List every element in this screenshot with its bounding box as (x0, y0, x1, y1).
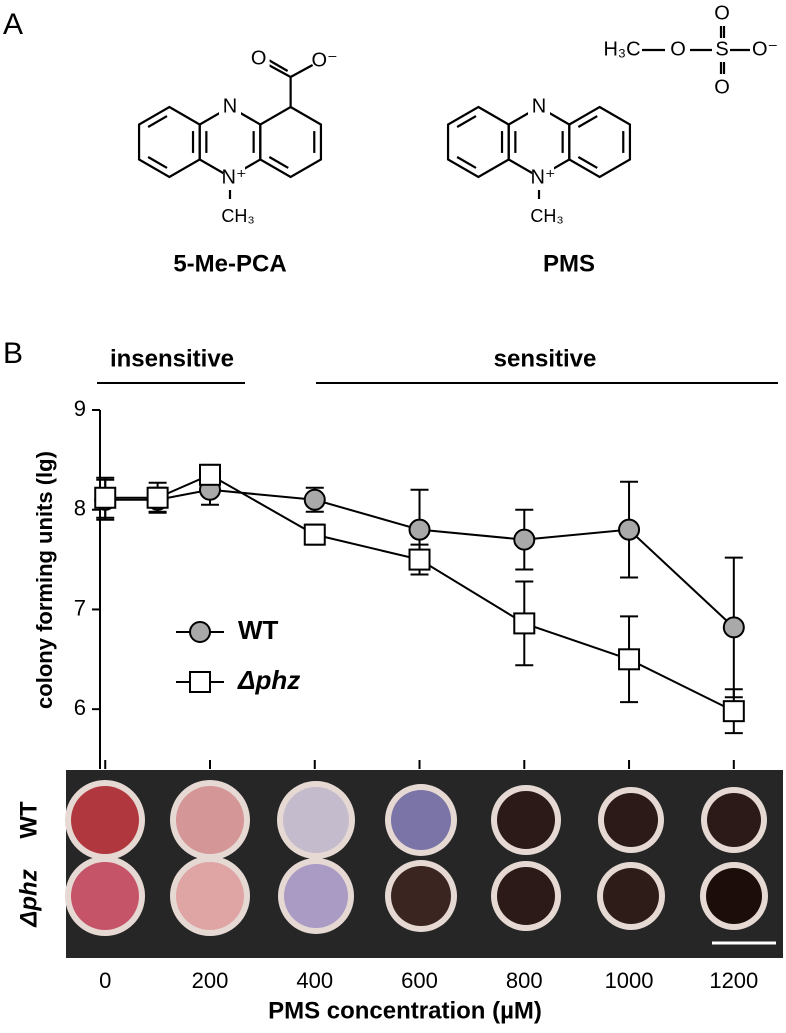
atom-mask (536, 205, 558, 229)
atom-mask (247, 47, 270, 71)
structure-name: PMS (543, 250, 595, 277)
y-tick-label: 9 (74, 396, 86, 421)
colony (603, 868, 659, 924)
atom-label: N (532, 95, 546, 117)
y-tick-label: 7 (74, 595, 86, 620)
bond (577, 156, 598, 169)
marker (408, 548, 431, 571)
marker (408, 518, 431, 541)
plates (65, 780, 768, 936)
marker (513, 612, 536, 635)
colony (391, 790, 451, 850)
ring (446, 105, 510, 179)
atom-mask (532, 166, 554, 190)
bond (268, 156, 289, 169)
bond (456, 156, 477, 169)
marker (513, 528, 536, 551)
x-axis-label: PMS concentration (µM) (268, 997, 542, 1024)
region-label: sensitive (494, 345, 597, 372)
bond (290, 64, 314, 78)
ring (568, 105, 632, 179)
x-tick-label: 200 (192, 968, 229, 993)
y-tick-label: 8 (74, 496, 86, 521)
ring (137, 105, 201, 179)
bond (456, 115, 477, 128)
colony (284, 864, 348, 928)
marker (146, 486, 169, 509)
legend-label: WT (238, 615, 279, 645)
region-label: insensitive (110, 345, 234, 372)
atom-mask (219, 95, 241, 119)
x-tick-label: 400 (296, 968, 333, 993)
plot: 6 7 8 9 0 200 400 600 800 1000 1200 WT Δphz (74, 396, 759, 993)
x-tick-label: 800 (506, 968, 543, 993)
marker (618, 518, 641, 541)
marker (722, 616, 745, 639)
atom-label: CH₃ (221, 206, 254, 226)
atom-label: O⁻ (752, 38, 778, 60)
colony (497, 791, 555, 849)
atom-label: N⁺ (222, 166, 247, 188)
atom-mask (528, 95, 550, 119)
plate-row-label: WT (15, 801, 42, 839)
bond (577, 115, 598, 128)
x-tick-label: 1000 (605, 968, 654, 993)
colony (176, 862, 244, 930)
ring (259, 105, 323, 179)
x-tick-label: 0 (99, 968, 111, 993)
panel-label: B (3, 337, 23, 370)
atom-label: S (715, 38, 728, 60)
bond (147, 115, 168, 128)
bond (147, 156, 168, 169)
marker (722, 700, 745, 723)
bond (268, 64, 292, 78)
colony (604, 793, 658, 847)
atom-mask (227, 205, 249, 229)
colony (391, 866, 451, 926)
legend-marker (189, 671, 211, 693)
colony (283, 787, 349, 853)
atom-label: N⁺ (531, 166, 556, 188)
atom-label: O (714, 2, 730, 24)
x-tick-label: 1200 (709, 968, 758, 993)
panel-label: A (3, 8, 23, 41)
atom-label: O (251, 47, 267, 69)
atom-label: N (223, 95, 237, 117)
y-tick-label: 6 (74, 695, 86, 720)
marker (303, 523, 326, 546)
colony (176, 786, 244, 854)
plate-row-label: Δphz (15, 869, 42, 927)
colony (497, 867, 555, 925)
legend-label: Δphz (237, 665, 300, 695)
legend-marker (189, 621, 211, 643)
atom-mask (313, 49, 336, 73)
bond (268, 59, 289, 72)
colony (706, 868, 762, 924)
atom-label: O (670, 38, 686, 60)
atom-label: CH₃ (530, 206, 563, 226)
marker (618, 648, 641, 671)
atom-label: O⁻ (312, 49, 338, 71)
structure-name: 5-Me-PCA (173, 250, 286, 277)
atom-label: O (714, 76, 730, 98)
y-axis-label: colony forming units (lg) (32, 451, 57, 709)
marker (94, 486, 117, 509)
x-tick-label: 600 (401, 968, 438, 993)
marker (199, 463, 221, 486)
marker (303, 488, 326, 511)
colony (71, 786, 139, 854)
colony (707, 793, 761, 847)
atom-mask (223, 166, 245, 190)
colony (71, 862, 139, 930)
atom-label: H₃C (603, 38, 640, 60)
